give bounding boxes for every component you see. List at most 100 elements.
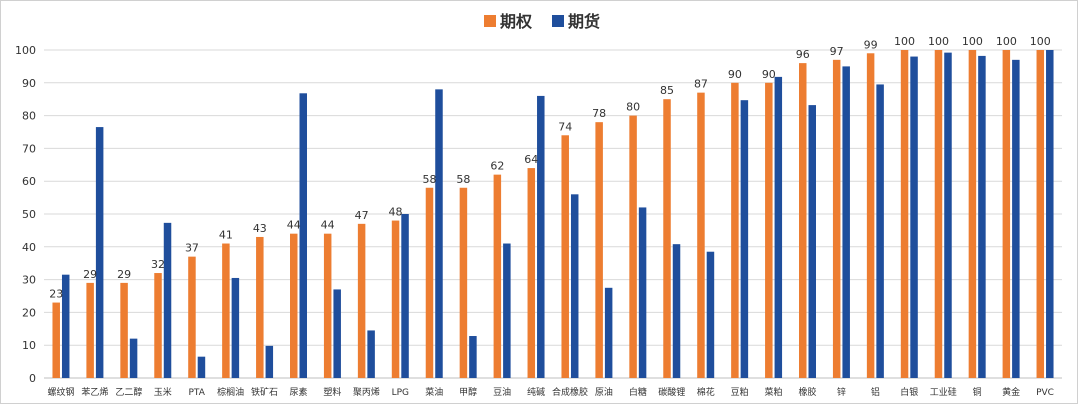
x-tick-label: 塑料	[323, 386, 341, 398]
bar-option	[120, 282, 128, 378]
data-label: 64	[524, 153, 538, 166]
data-label: 99	[864, 38, 878, 51]
bar-futures	[401, 214, 409, 378]
bar-option	[86, 282, 94, 378]
bar-futures	[469, 336, 477, 378]
bar-futures	[944, 52, 952, 379]
x-tick-label: 苯乙烯	[81, 386, 108, 398]
legend-label: 期货	[568, 12, 600, 31]
y-tick-label: 70	[22, 142, 36, 155]
bar-option	[765, 82, 773, 379]
legend-swatch	[484, 15, 496, 27]
bar-futures	[672, 244, 681, 378]
x-tick-label: LPG	[392, 388, 409, 398]
x-tick-label: 白银	[900, 386, 918, 398]
bar-option	[222, 243, 230, 378]
bar-futures	[808, 105, 816, 378]
bar-option	[561, 135, 569, 378]
data-label: 44	[287, 219, 301, 232]
data-label: 90	[762, 68, 776, 81]
data-label: 100	[1030, 35, 1051, 48]
x-tick-label: 棉花	[697, 386, 715, 398]
bar-futures	[774, 76, 783, 379]
bar-option	[357, 223, 366, 378]
x-tick-label: 黄金	[1002, 386, 1020, 398]
bar-futures	[537, 95, 545, 379]
bar-option	[629, 115, 637, 378]
y-tick-label: 10	[22, 339, 36, 352]
bar-futures	[842, 66, 850, 379]
bar-futures	[95, 127, 104, 378]
x-tick-label: PTA	[189, 388, 206, 398]
bar-option	[493, 174, 502, 378]
bar-option	[595, 122, 603, 378]
x-tick-label: PVC	[1036, 388, 1054, 398]
data-label: 32	[151, 258, 165, 271]
gridlines	[44, 49, 1062, 379]
x-tick-label: 锌	[837, 386, 846, 398]
bar-futures	[638, 207, 647, 378]
bar-futures	[61, 274, 70, 378]
y-tick-label: 90	[22, 77, 36, 90]
data-label: 78	[592, 107, 606, 120]
data-label: 48	[389, 206, 403, 219]
bar-option	[832, 59, 841, 379]
bar-option	[323, 233, 332, 378]
y-tick-label: 0	[29, 372, 36, 385]
data-label: 90	[728, 68, 742, 81]
data-label: 37	[185, 242, 199, 255]
y-axis: 0 10 20 30 40 50 60 70 80 90 100	[15, 44, 36, 385]
data-label: 100	[996, 35, 1017, 48]
data-label: 43	[253, 222, 267, 235]
x-tick-label: 铜	[973, 386, 982, 398]
x-tick-label: 铝	[871, 386, 880, 398]
bar-option	[52, 302, 60, 378]
x-tick-label: 豆油	[493, 386, 511, 398]
bar-option	[1002, 50, 1011, 378]
bar-option	[154, 273, 162, 378]
x-tick-label: 碳酸锂	[658, 386, 685, 398]
bar-futures	[706, 251, 715, 378]
y-tick-label: 30	[22, 274, 36, 287]
bar-option	[290, 233, 298, 378]
bar-futures	[197, 356, 206, 378]
bar-option	[900, 50, 909, 378]
data-label: 85	[660, 84, 674, 97]
bar-futures	[299, 93, 307, 379]
x-tick-label: 合成橡胶	[552, 386, 588, 398]
bar-option	[663, 99, 671, 378]
data-label: 100	[962, 35, 983, 48]
legend: 期权 期货	[484, 12, 600, 31]
x-tick-label: 原油	[595, 386, 613, 398]
x-tick-label: 棕榈油	[217, 386, 244, 398]
x-tick-label: 聚丙烯	[353, 386, 380, 398]
data-label: 80	[626, 101, 640, 114]
bar-futures	[910, 56, 918, 379]
bar-futures	[333, 289, 341, 378]
bars	[52, 50, 1054, 379]
data-labels: 23 29 29 32 37 41 43 44 44 47 48 58 58 62 64 74 78 80 85 87…	[49, 35, 1051, 301]
y-tick-label: 40	[22, 241, 36, 254]
x-tick-label: 白糖	[629, 386, 647, 398]
bar-futures	[231, 277, 240, 378]
x-tick-label: 纯碱	[527, 386, 545, 398]
data-label: 58	[456, 173, 470, 186]
bar-futures	[163, 222, 172, 378]
data-label: 62	[490, 160, 504, 173]
data-label: 100	[894, 35, 915, 48]
data-label: 97	[830, 45, 844, 58]
x-tick-label: 螺纹钢	[47, 386, 74, 398]
data-label: 100	[928, 35, 949, 48]
bar-option	[527, 168, 536, 378]
data-label: 96	[796, 48, 810, 61]
bar-option	[425, 187, 434, 378]
y-tick-label: 60	[22, 175, 36, 188]
x-tick-label: 豆粕	[731, 386, 749, 398]
y-tick-label: 20	[22, 306, 36, 319]
bar-option	[459, 187, 468, 378]
bar-futures	[129, 338, 138, 378]
data-label: 23	[49, 288, 63, 301]
data-label: 47	[355, 209, 369, 222]
